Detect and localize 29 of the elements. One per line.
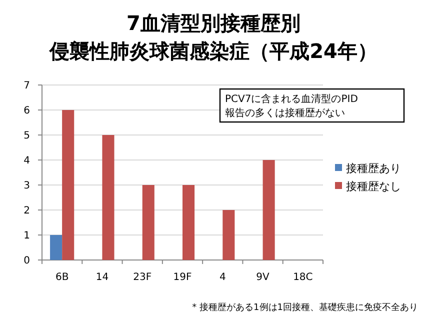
annotation: 報告の多くは接種歴がない [225,107,345,119]
text: * 接種歴がある1例は1回接種、基礎疾患に免疫不全あり [192,302,418,313]
y-tick-label: 2 [24,206,30,216]
x-tick-label: 19F [173,272,192,283]
x-tick-label: 23F [133,272,152,283]
y-tick-label: 4 [24,156,30,166]
annotation: PCV7に含まれる血清型のPID [225,93,358,105]
chart-subtitle: 侵襲性肺炎球菌感染症（平成24年） [48,39,378,63]
chart-title: 7血清型別接種歴別 [126,11,300,35]
x-tick-label: 9V [256,272,270,283]
bar [182,185,195,260]
legend-label: 接種歴あり [346,162,401,175]
bar [142,185,154,260]
bar [62,110,74,260]
y-tick-label: 5 [24,130,30,142]
x-tick-label: 18C [293,272,313,283]
x-tick-label: 14 [96,272,109,283]
y-tick-label: 1 [24,230,30,242]
bar [262,160,275,260]
legend-label: 接種歴なし [346,180,401,193]
y-tick-label: 6 [24,106,30,116]
y-tick-label: 7 [24,80,30,92]
y-tick-label: 3 [24,180,30,192]
y-tick-label: 0 [24,256,30,266]
x-tick-label: 6B [55,272,69,283]
bar [222,210,235,260]
bar [102,135,114,260]
bar [50,235,62,260]
x-tick-label: 4 [219,272,226,283]
